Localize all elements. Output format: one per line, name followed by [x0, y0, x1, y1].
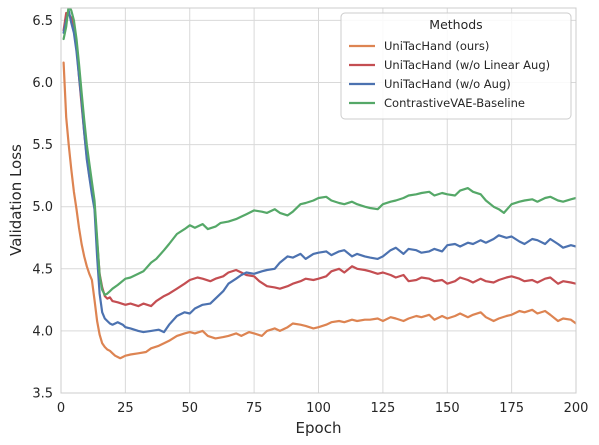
y-tick-label: 6.0 — [32, 76, 53, 91]
series-line-4 — [62, 8, 576, 296]
legend-title: Methods — [429, 17, 482, 32]
series-line-1 — [62, 61, 576, 360]
y-tick-label: 3.5 — [32, 387, 53, 402]
x-tick-label: 175 — [499, 401, 524, 416]
y-axis-label: Validation Loss — [7, 144, 25, 256]
x-axis-label: Epoch — [296, 419, 342, 437]
x-tick-label: 25 — [117, 401, 134, 416]
tick-labels: 0 25 50 75 100 125 150 175 200 3.5 4.0 4.5 5.0 5.5 6.0… — [32, 14, 588, 416]
legend: Methods UniTacHand (ours) UniTacHand (w/o… — [340, 12, 572, 120]
y-tick-label: 5.0 — [32, 200, 53, 215]
legend-box — [340, 12, 572, 120]
legend-entry: UniTacHand (w/o Aug) — [384, 77, 511, 91]
legend-entry: UniTacHand (ours) — [384, 39, 489, 53]
series-layer — [62, 8, 576, 360]
x-tick-label: 100 — [306, 401, 331, 416]
legend-entry: ContrastiveVAE-Baseline — [384, 96, 525, 110]
y-tick-label: 6.5 — [32, 14, 53, 29]
x-tick-label: 75 — [246, 401, 263, 416]
series-line-3 — [62, 9, 576, 334]
x-tick-label: 150 — [435, 401, 460, 416]
y-tick-label: 5.5 — [32, 138, 53, 153]
legend-entry: UniTacHand (w/o Linear Aug) — [384, 58, 550, 72]
x-tick-label: 50 — [181, 401, 198, 416]
x-tick-label: 0 — [57, 401, 65, 416]
x-tick-label: 200 — [564, 401, 589, 416]
y-tick-label: 4.5 — [32, 262, 53, 277]
plot-frame — [60, 7, 577, 394]
y-tick-label: 4.0 — [32, 324, 53, 339]
x-tick-label: 125 — [370, 401, 395, 416]
